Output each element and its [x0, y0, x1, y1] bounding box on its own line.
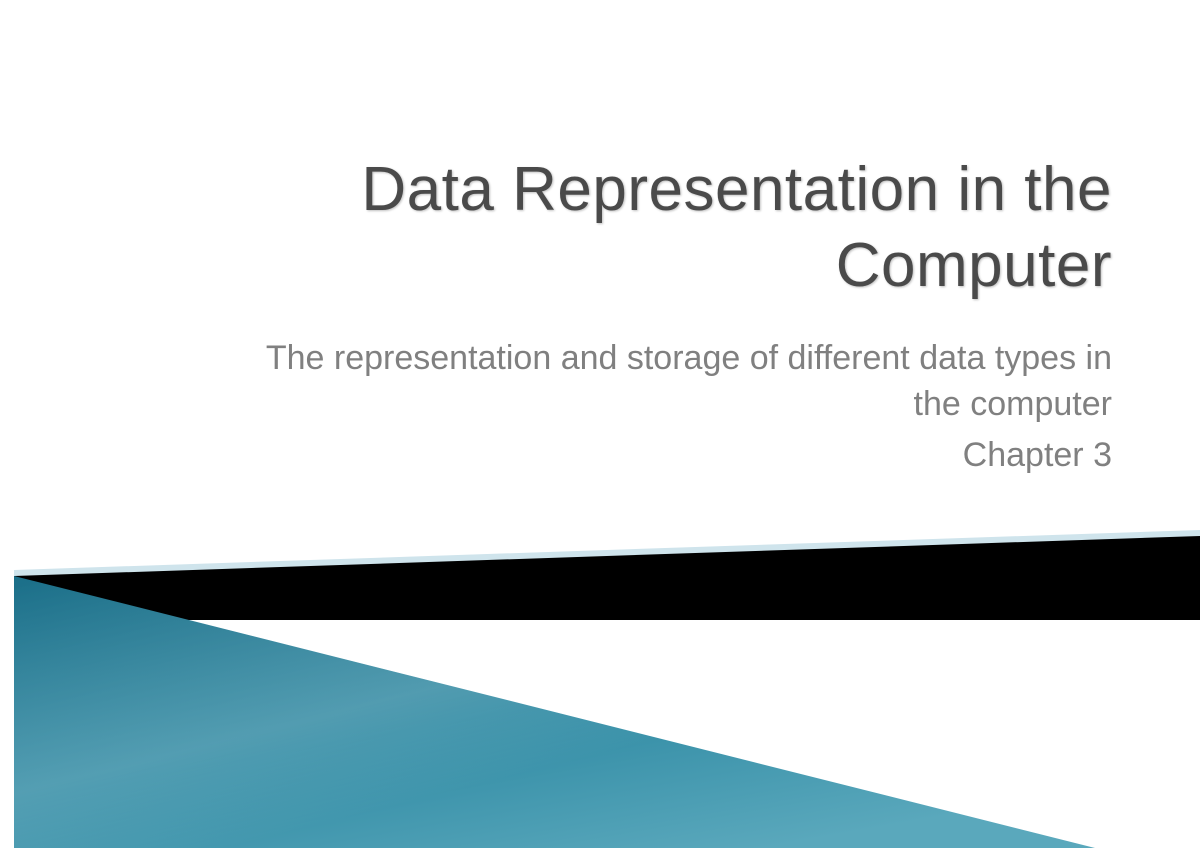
- black-band: [14, 536, 1200, 620]
- teal-triangle: [14, 576, 1095, 848]
- slide-chapter: Chapter 3: [212, 436, 1112, 475]
- teal-sheen: [14, 576, 1095, 848]
- slide-subtitle: The representation and storage of differ…: [212, 336, 1112, 428]
- presentation-slide: Data Representation in the Computer The …: [0, 0, 1200, 848]
- slide-title: Data Representation in the Computer: [112, 152, 1112, 303]
- light-blue-band: [14, 530, 1200, 605]
